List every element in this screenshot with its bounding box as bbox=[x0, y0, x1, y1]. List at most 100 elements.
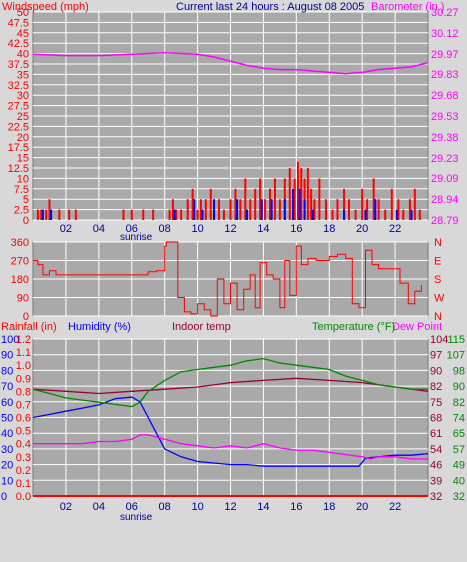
tick-labels: 02.557.51012.51517.52022.52527.53032.535… bbox=[1, 7, 465, 513]
wind-gust-bar bbox=[186, 199, 189, 220]
wind-gust-bar bbox=[234, 188, 237, 220]
rainfall-axis-title: Rainfall (in) bbox=[1, 321, 57, 333]
x-tick-label-top: 02 bbox=[60, 223, 72, 235]
wind-gust-bar bbox=[306, 168, 309, 220]
wind-gust-bar bbox=[397, 199, 400, 220]
chart-marks bbox=[32, 52, 429, 497]
wind-direction-line bbox=[33, 241, 422, 317]
barometer-tick-label: 29.38 bbox=[431, 132, 459, 144]
wind-gust-bar bbox=[402, 209, 405, 220]
dew-point-line bbox=[33, 434, 428, 460]
rainfall-tick-label: 1.2 bbox=[16, 334, 31, 346]
direction-tick-label: 270 bbox=[11, 256, 29, 268]
wind-gust-bar bbox=[324, 199, 327, 220]
avg-wind-bar bbox=[245, 209, 248, 220]
barometer-tick-label: 29.23 bbox=[431, 153, 459, 165]
x-tick-label-bottom: 10 bbox=[191, 501, 203, 513]
wind-gust-bar bbox=[348, 199, 350, 220]
wind-gust-bar bbox=[254, 188, 257, 220]
chart-title: Current last 24 hours : August 08 2005 bbox=[176, 1, 364, 13]
rainfall-tick-label: 0.7 bbox=[16, 399, 31, 411]
temperature-alt-tick-label: 32 bbox=[453, 491, 465, 503]
rainfall-tick-label: 1.0 bbox=[16, 360, 31, 372]
barometer-tick-label: 30.27 bbox=[431, 7, 459, 19]
avg-wind-bar bbox=[50, 209, 53, 220]
wind-gust-bar bbox=[74, 209, 77, 220]
windspeed-tick-label: 0 bbox=[23, 215, 29, 227]
avg-wind-bar bbox=[374, 199, 377, 220]
x-tick-label-bottom: 14 bbox=[257, 501, 269, 513]
wind-gust-bar bbox=[196, 209, 199, 220]
wind-gust-bar bbox=[36, 209, 39, 220]
x-tick-label-top: 20 bbox=[356, 223, 368, 235]
wind-gust-bar bbox=[408, 199, 411, 220]
windspeed-tick-label: 7.5 bbox=[14, 184, 29, 196]
rainfall-tick-label: 0.1 bbox=[16, 478, 31, 490]
x-tick-label-bottom: 22 bbox=[389, 501, 401, 513]
sunrise-label-bottom: sunrise bbox=[120, 512, 153, 523]
temperature-tick-label: 46 bbox=[430, 460, 442, 472]
temperature-alt-tick-label: 107 bbox=[447, 350, 465, 362]
windspeed-tick-label: 32.5 bbox=[8, 80, 29, 92]
barometer-tick-label: 29.53 bbox=[431, 111, 459, 123]
x-tick-label-bottom: 18 bbox=[323, 501, 335, 513]
x-tick-label-bottom: 20 bbox=[356, 501, 368, 513]
humidity-tick-label: 20 bbox=[1, 460, 13, 472]
temperature-alt-tick-label: 65 bbox=[453, 428, 465, 440]
x-tick-label-top: 22 bbox=[389, 223, 401, 235]
wind-gust-bar bbox=[336, 199, 339, 220]
humidity-tick-label: 60 bbox=[1, 397, 13, 409]
indoor-temp-line bbox=[32, 377, 429, 395]
wind-gust-bar bbox=[318, 178, 321, 220]
wind-gust-bar bbox=[130, 209, 133, 220]
avg-wind-bar bbox=[173, 209, 176, 220]
x-tick-label-top: 10 bbox=[191, 223, 203, 235]
barometer-tick-label: 29.68 bbox=[431, 90, 459, 102]
wind-gust-bar bbox=[229, 199, 232, 220]
wind-gust-bar bbox=[249, 199, 252, 220]
avg-wind-bar bbox=[193, 199, 196, 220]
dewpoint-legend: Dew Point bbox=[392, 321, 442, 333]
windspeed-tick-label: 47.5 bbox=[8, 17, 29, 29]
wind-gust-bar bbox=[269, 188, 271, 220]
windspeed-tick-label: 30 bbox=[17, 90, 29, 102]
sunrise-label-top: sunrise bbox=[120, 232, 153, 243]
avg-wind-bar bbox=[270, 199, 273, 220]
barometer-tick-label: 28.94 bbox=[431, 194, 459, 206]
wind-gust-bar bbox=[288, 168, 291, 220]
rainfall-tick-label: 0.2 bbox=[16, 465, 31, 477]
x-tick-label-top: 04 bbox=[93, 223, 105, 235]
humidity-tick-label: 90 bbox=[1, 350, 13, 362]
wind-gust-bar bbox=[191, 188, 194, 220]
rainfall-tick-label: 1.1 bbox=[16, 347, 31, 359]
x-tick-label-top: 18 bbox=[323, 223, 335, 235]
temperature-alt-tick-label: 49 bbox=[453, 460, 465, 472]
wind-gust-bar bbox=[354, 209, 357, 220]
wind-gust-bar bbox=[204, 199, 207, 220]
temperature-tick-label: 104 bbox=[430, 334, 448, 346]
rainfall-tick-label: 0.0 bbox=[16, 491, 31, 503]
avg-wind-bar bbox=[283, 199, 286, 220]
avg-wind-bar bbox=[292, 188, 295, 220]
windspeed-tick-label: 40 bbox=[17, 49, 29, 61]
wind-gust-bar bbox=[377, 199, 380, 220]
avg-wind-bar bbox=[260, 199, 263, 220]
temperature-alt-tick-label: 82 bbox=[453, 397, 465, 409]
compass-label: E bbox=[434, 256, 441, 268]
avg-wind-bar bbox=[213, 199, 216, 220]
direction-tick-label: 90 bbox=[17, 293, 29, 305]
humidity-tick-label: 70 bbox=[1, 381, 13, 393]
windspeed-tick-label: 25 bbox=[17, 111, 29, 123]
wind-gust-bar bbox=[390, 188, 393, 220]
wind-gust-bar bbox=[413, 188, 416, 220]
avg-wind-bar bbox=[201, 209, 204, 220]
temperature-tick-label: 75 bbox=[430, 397, 442, 409]
wind-gust-bar bbox=[331, 209, 334, 220]
temperature-axis-title: Temperature (°F) bbox=[312, 321, 395, 333]
x-tick-label-bottom: 08 bbox=[159, 501, 171, 513]
humidity-tick-label: 10 bbox=[1, 475, 13, 487]
temperature-tick-label: 32 bbox=[430, 491, 442, 503]
temperature-alt-tick-label: 74 bbox=[453, 413, 465, 425]
x-tick-label-bottom: 06 bbox=[126, 501, 138, 513]
x-tick-label-bottom: 02 bbox=[60, 501, 72, 513]
